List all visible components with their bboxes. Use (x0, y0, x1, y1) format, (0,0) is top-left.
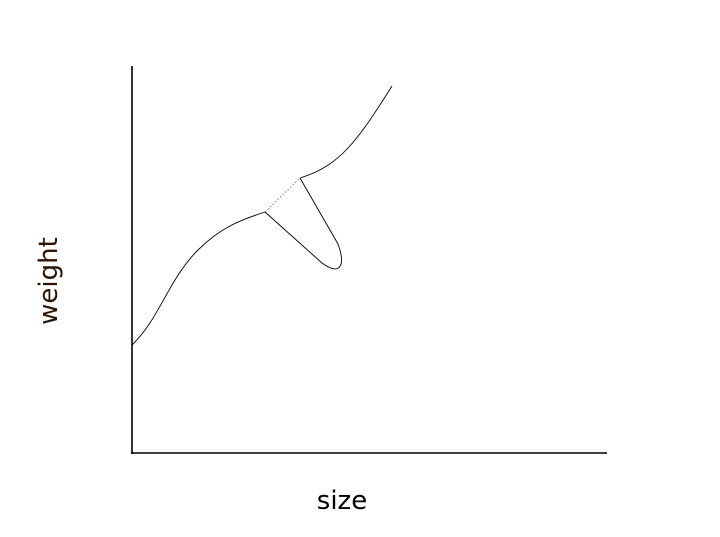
lower-branch-curve (131, 211, 266, 346)
fold-loop-curve (264, 177, 342, 270)
y-axis-label: weight (34, 237, 64, 325)
upper-branch-curve (299, 85, 393, 179)
dotted-jump-line (264, 177, 301, 213)
x-axis-label: size (317, 486, 367, 516)
